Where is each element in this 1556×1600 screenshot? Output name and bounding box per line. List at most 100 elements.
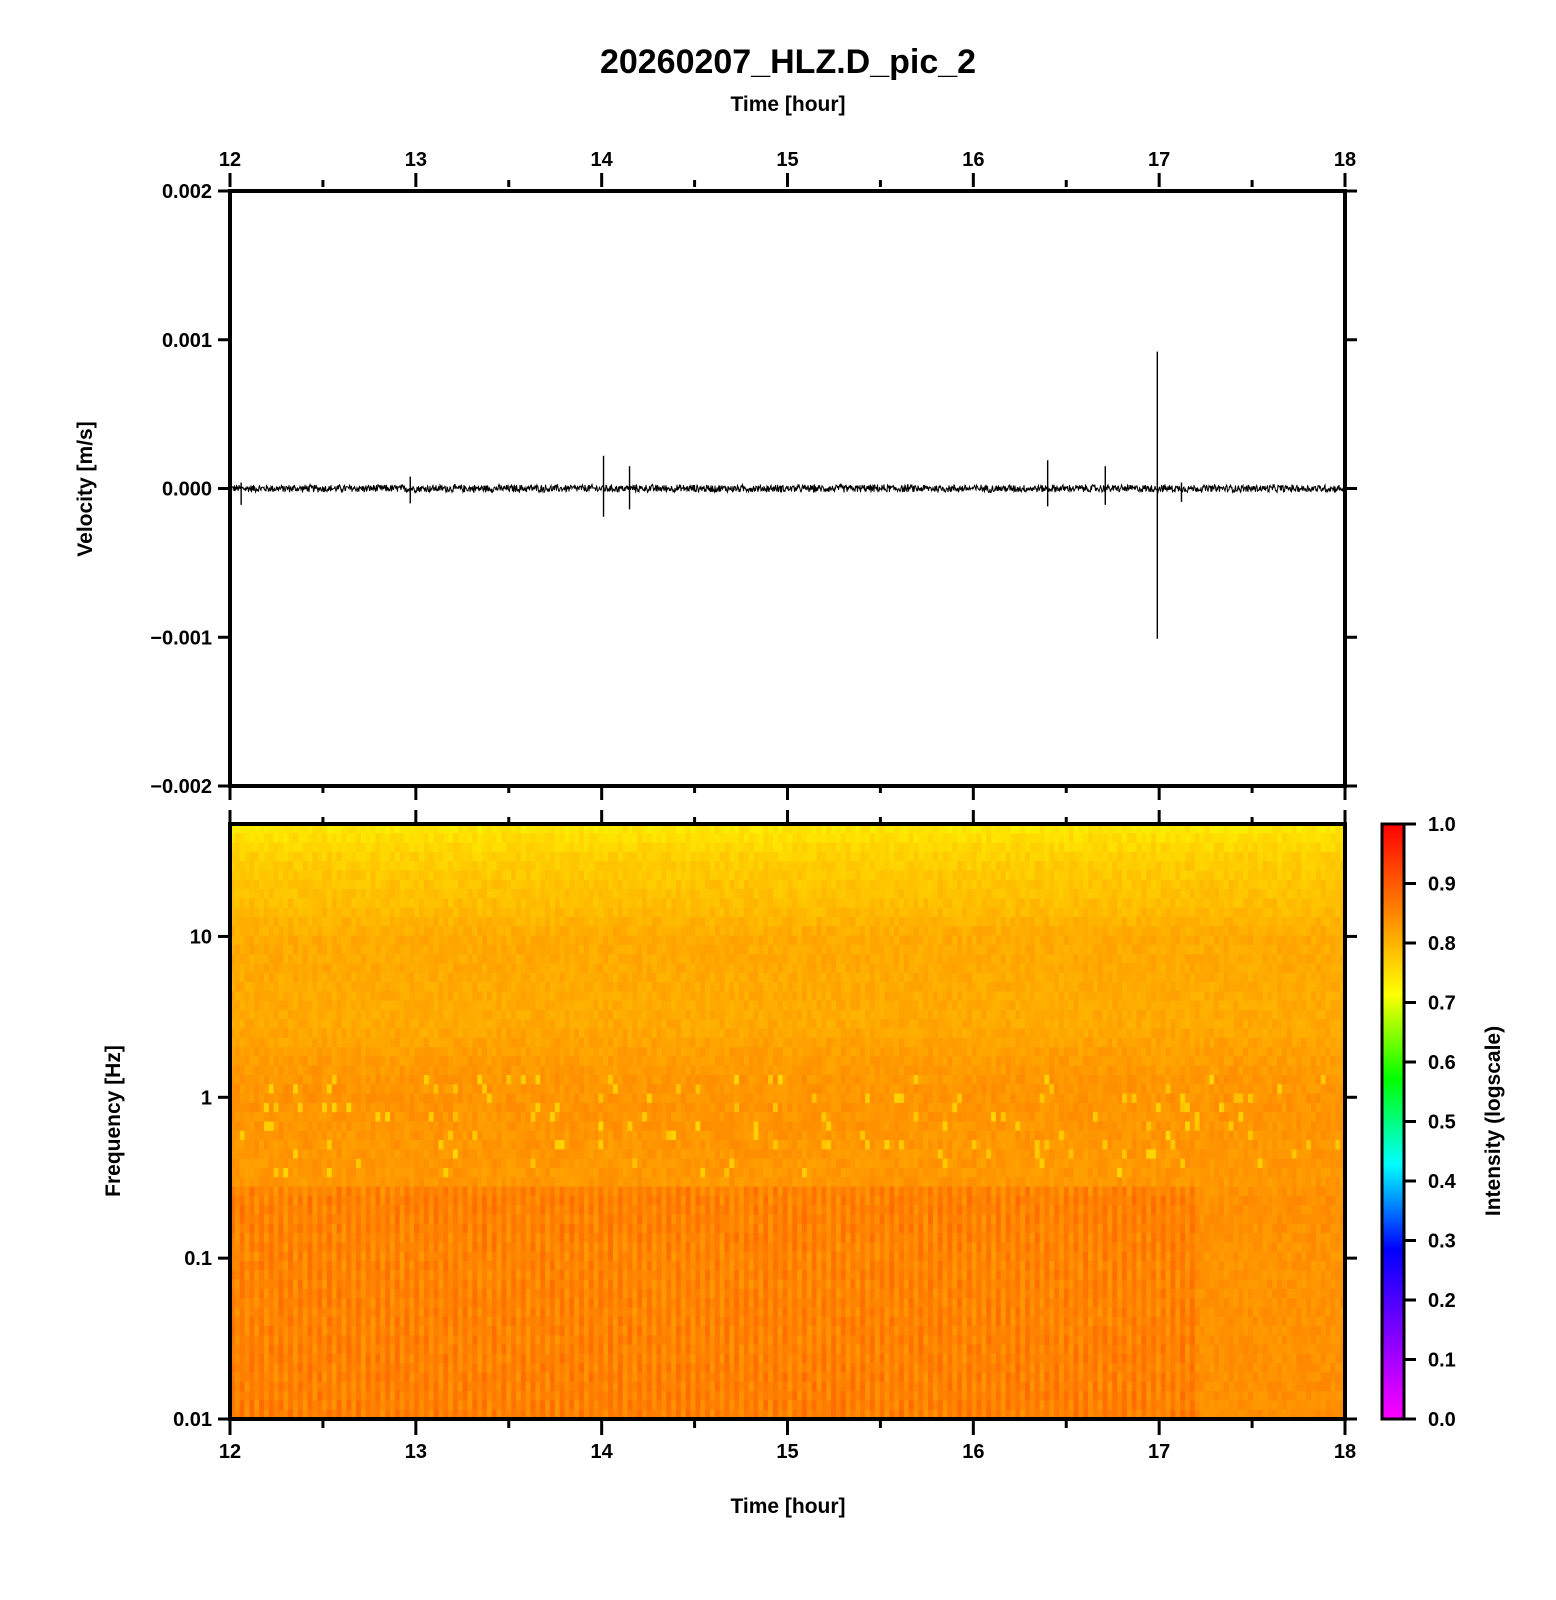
- spectrogram-cell: [293, 1363, 299, 1374]
- spectrogram-cell: [467, 1205, 473, 1216]
- spectrogram-cell: [365, 1409, 372, 1419]
- spectrogram-cell: [375, 991, 381, 1002]
- spectrogram-cell: [283, 1019, 289, 1030]
- spectrogram-cell: [477, 824, 483, 834]
- spectrogram-cell: [230, 1121, 236, 1132]
- spectrogram-cell: [448, 1084, 454, 1095]
- spectrogram-cell: [549, 1130, 556, 1141]
- spectrogram-cell: [244, 1102, 250, 1113]
- spectrogram-cell: [409, 842, 415, 853]
- spectrogram-cell: [486, 1242, 493, 1253]
- spectrogram-cell: [259, 982, 265, 992]
- spectrogram-cell: [322, 1344, 328, 1355]
- spectrogram-cell: [593, 1009, 600, 1020]
- spectrogram-cell: [375, 1047, 381, 1058]
- spectrogram-cell: [535, 861, 541, 872]
- spectrogram-cell: [588, 842, 595, 853]
- spectrogram-cell: [559, 944, 566, 955]
- spectrogram-cell: [545, 972, 551, 983]
- spectrogram-cell: [273, 1279, 280, 1290]
- spectrogram-cell: [394, 1223, 401, 1234]
- spectrogram-cell: [559, 1251, 566, 1262]
- spectrogram-cell: [288, 935, 294, 946]
- spectrogram-cell: [467, 982, 473, 992]
- spectrogram-cell: [346, 1372, 352, 1383]
- spectrogram-cell: [312, 1335, 318, 1346]
- spectrogram-cell: [486, 1363, 493, 1374]
- spectrogram-cell: [360, 1140, 367, 1150]
- spectrogram-cell: [326, 1381, 333, 1392]
- spectrogram-cell: [331, 935, 338, 946]
- spectrogram-cell: [516, 944, 522, 955]
- spectrogram-cell: [545, 1177, 551, 1188]
- spectrogram-cell: [482, 1009, 488, 1020]
- spectrogram-cell: [516, 963, 522, 974]
- spectrogram-cell: [579, 842, 585, 853]
- spectrogram-cell: [457, 1009, 464, 1020]
- spectrogram-cell: [317, 1102, 323, 1113]
- spectrogram-cell: [375, 1140, 381, 1150]
- spectrogram-cell: [453, 1130, 459, 1141]
- spectrogram-cell: [244, 1112, 250, 1123]
- spectrogram-cell: [322, 1037, 328, 1048]
- spectrogram-cell: [506, 1279, 512, 1290]
- spectrogram-cell: [433, 879, 440, 890]
- spectrogram-cell: [419, 1009, 425, 1020]
- spectrogram-cell: [312, 963, 318, 974]
- spectrogram-cell: [482, 861, 488, 872]
- spectrogram-cell: [579, 1112, 585, 1123]
- spectrogram-cell: [249, 1233, 255, 1243]
- spectrogram-cell: [409, 1177, 415, 1188]
- spectrogram-cell: [448, 1075, 454, 1085]
- spectrogram-cell: [574, 1195, 580, 1206]
- spectrogram-cell: [365, 1260, 372, 1271]
- spectrogram-cell: [293, 1084, 299, 1095]
- spectrogram-cell: [336, 824, 343, 834]
- spectrogram-cell: [443, 1223, 449, 1234]
- spectrogram-cell: [356, 954, 362, 965]
- spectrogram-cell: [234, 1149, 241, 1160]
- spectrogram-cell: [356, 1381, 362, 1392]
- spectrogram-cell: [404, 879, 410, 890]
- spectrogram-cell: [399, 1037, 406, 1048]
- spectrogram-cell: [569, 1353, 575, 1364]
- spectrogram-cell: [399, 1158, 406, 1169]
- spectrogram-cell: [230, 842, 236, 853]
- spectrogram-cell: [389, 833, 396, 844]
- spectrogram-cell: [365, 907, 372, 918]
- spectrogram-cell: [540, 1112, 546, 1123]
- spectrogram-cell: [230, 1177, 236, 1188]
- spectrogram-cell: [419, 824, 425, 834]
- spectrogram-cell: [297, 935, 304, 946]
- spectrogram-cell: [496, 1279, 503, 1290]
- spectrogram-cell: [341, 1409, 347, 1419]
- spectrogram-cell: [486, 842, 493, 853]
- spectrogram-cell: [326, 1149, 333, 1160]
- spectrogram-cell: [588, 1270, 595, 1281]
- spectrogram-cell: [268, 963, 275, 974]
- spectrogram-cell: [486, 926, 493, 937]
- spectrogram-cell: [234, 1288, 241, 1299]
- spectrogram-cell: [385, 991, 391, 1002]
- spectrogram-cell: [293, 1260, 299, 1271]
- spectrogram-cell: [409, 824, 415, 834]
- spectrogram-cell: [520, 1251, 527, 1262]
- spectrogram-cell: [477, 861, 483, 872]
- spectrogram-cell: [559, 963, 566, 974]
- spectrogram-cell: [419, 1121, 425, 1132]
- spectrogram-cell: [322, 1409, 328, 1419]
- spectrogram-cell: [574, 1298, 580, 1309]
- spectrogram-cell: [477, 851, 483, 862]
- spectrogram-cell: [380, 1167, 386, 1178]
- spectrogram-cell: [520, 833, 527, 844]
- spectrogram-cell: [331, 1400, 338, 1411]
- spectrogram-cell: [263, 1214, 270, 1225]
- spectrogram-cell: [491, 1028, 498, 1039]
- spectrogram-cell: [419, 1028, 425, 1039]
- spectrogram-cell: [419, 1353, 425, 1364]
- spectrogram-cell: [380, 833, 386, 844]
- spectrogram-cell: [380, 916, 386, 927]
- spectrogram-cell: [579, 954, 585, 965]
- spectrogram-cell: [423, 1270, 430, 1281]
- spectrogram-cell: [520, 1047, 527, 1058]
